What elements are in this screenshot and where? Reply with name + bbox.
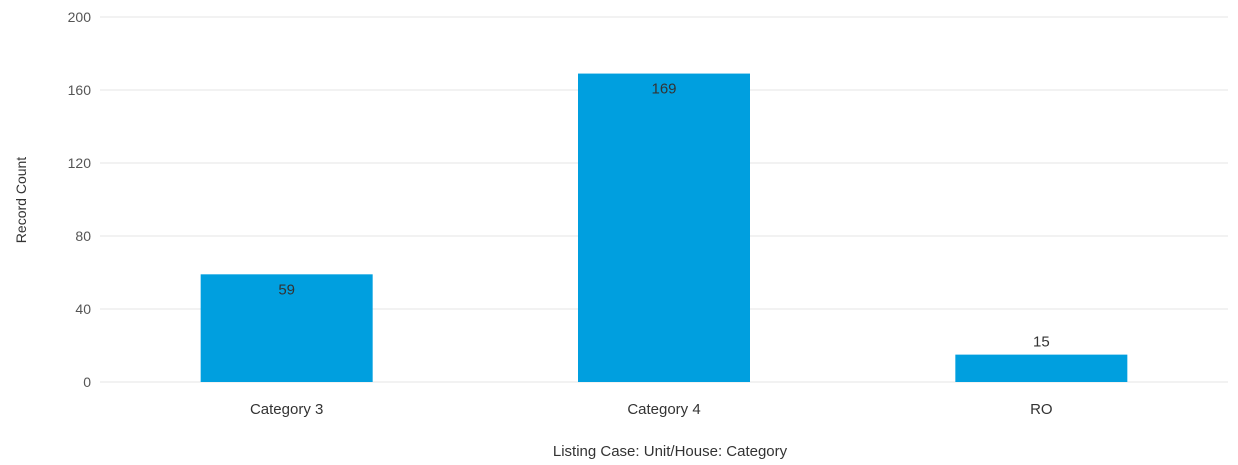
bars (200, 73, 1128, 382)
x-axis-ticks: Category 3 Category 4 RO (250, 401, 1053, 418)
bar[interactable] (955, 354, 1128, 382)
y-tick-label: 40 (75, 301, 91, 317)
y-tick-label: 80 (75, 228, 91, 244)
x-tick-label: Category 3 (250, 401, 323, 418)
x-axis-title: Listing Case: Unit/House: Category (553, 443, 788, 460)
y-tick-label: 0 (83, 374, 91, 390)
y-axis-ticks: 0 40 80 120 160 200 (68, 9, 92, 390)
bar[interactable] (200, 274, 373, 382)
data-label: 169 (651, 81, 676, 98)
y-tick-label: 160 (68, 82, 92, 98)
data-label: 15 (1033, 334, 1050, 351)
y-tick-label: 120 (68, 155, 92, 171)
y-axis-title: Record Count (13, 157, 29, 243)
data-labels: 59 169 15 (278, 81, 1049, 351)
data-label: 59 (278, 281, 295, 298)
y-tick-label: 200 (68, 9, 92, 25)
x-tick-label: RO (1030, 401, 1053, 418)
bar[interactable] (578, 73, 750, 382)
x-tick-label: Category 4 (627, 401, 700, 418)
